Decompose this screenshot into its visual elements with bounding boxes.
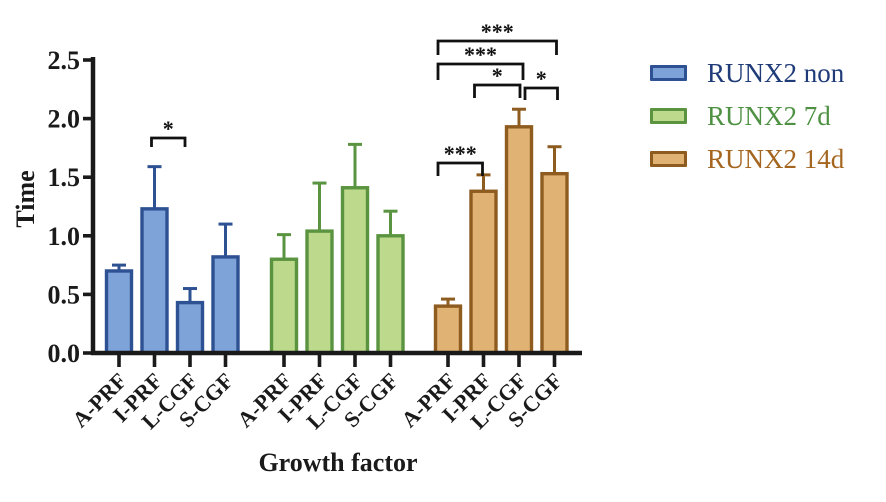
legend-item-runx2-non: RUNX2 non	[650, 58, 844, 88]
legend-swatch-runx2-non-icon	[650, 65, 687, 81]
bar-RUNX2-7d-A-PRF	[269, 257, 299, 355]
legend-swatch-runx2-7d-icon	[650, 108, 687, 124]
bar-RUNX2-14d-S-CGF	[540, 171, 569, 355]
bar-RUNX2-7d-I-PRF	[305, 229, 334, 355]
bar-RUNX2-non-L-CGF	[175, 300, 205, 355]
y-tick-label-0.0: 0.0	[48, 339, 81, 368]
significance-bracket-I-PRF-L-CGF	[473, 83, 522, 98]
y-tick-label-0.5: 0.5	[48, 280, 81, 309]
legend-item-runx2-14d: RUNX2 14d	[650, 144, 844, 174]
bar-RUNX2-14d-I-PRF	[469, 189, 498, 355]
significance-label-A-PRF-S-CGF: ***	[481, 19, 514, 44]
legend-swatch-runx2-14d-icon	[650, 151, 687, 167]
significance-label-A-PRF-L-CGF: ***	[464, 42, 497, 67]
y-axis-title: Time	[11, 170, 40, 227]
significance-bracket-A-PRF-I-PRF	[436, 161, 484, 176]
legend-label-runx2-7d: RUNX2 7d	[707, 101, 831, 131]
bar-RUNX2-7d-L-CGF	[340, 186, 370, 355]
y-tick-label-2.0: 2.0	[48, 105, 81, 134]
significance-bracket-L-CGF-S-CGF	[523, 86, 559, 100]
y-tick-label-1.5: 1.5	[48, 163, 81, 192]
significance-label-L-CGF-S-CGF: *	[536, 66, 547, 91]
bar-RUNX2-non-S-CGF	[211, 255, 240, 355]
significance-bracket-I-PRF-L-CGF	[150, 136, 187, 147]
y-tick-label-1.0: 1.0	[48, 222, 81, 251]
x-axis-title: Growth factor	[258, 448, 417, 477]
significance-bracket-A-PRF-S-CGF	[436, 39, 558, 55]
significance-layer: ***** *******	[150, 19, 559, 176]
bar-RUNX2-7d-S-CGF	[376, 234, 405, 355]
significance-bracket-A-PRF-L-CGF	[436, 62, 525, 80]
significance-label-I-PRF-L-CGF: *	[163, 116, 174, 141]
bars-layer	[104, 107, 569, 355]
legend-label-runx2-14d: RUNX2 14d	[707, 144, 845, 174]
legend-label-runx2-non: RUNX2 non	[707, 58, 845, 88]
significance-label-I-PRF-L-CGF: *	[492, 63, 503, 88]
bar-RUNX2-non-A-PRF	[104, 269, 134, 355]
significance-label-A-PRF-I-PRF: ***	[444, 141, 477, 166]
y-tick-label-2.5: 2.5	[48, 46, 81, 75]
bar-RUNX2-14d-L-CGF	[504, 125, 534, 355]
legend-item-runx2-7d: RUNX2 7d	[650, 101, 844, 131]
bar-RUNX2-non-I-PRF	[140, 207, 169, 355]
legend: RUNX2 non RUNX2 7d RUNX2 14d	[650, 58, 844, 174]
bar-RUNX2-14d-A-PRF	[433, 304, 463, 355]
